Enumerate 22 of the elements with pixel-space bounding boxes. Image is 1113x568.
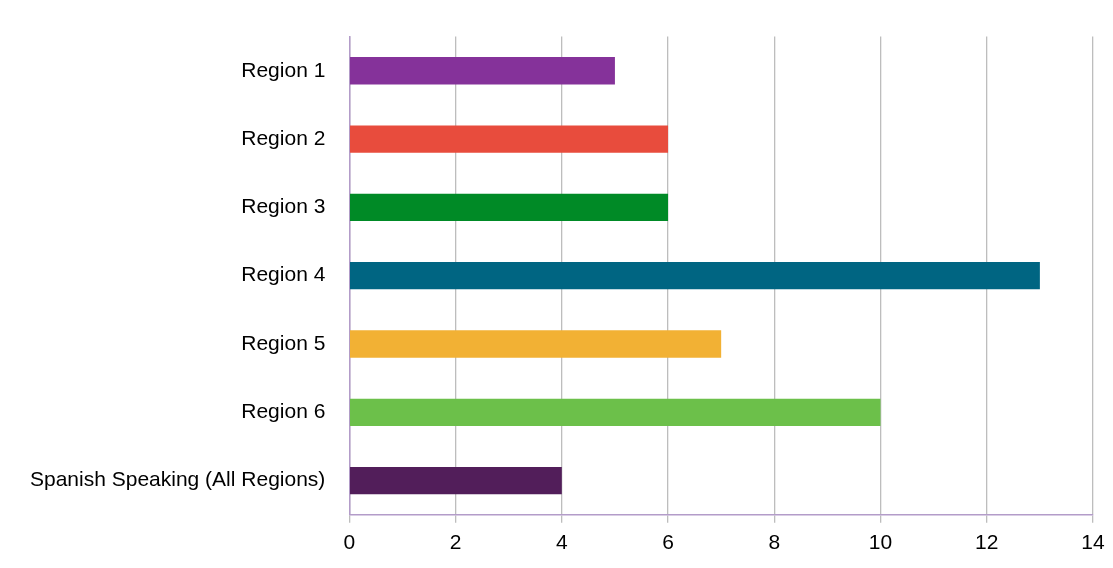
x-tick-label: 0	[343, 530, 356, 554]
x-tick-label: 8	[768, 530, 781, 554]
x-tick-label: 10	[868, 530, 893, 554]
y-tick-label: Region 6	[241, 399, 326, 423]
x-tick-label: 4	[555, 530, 568, 554]
y-tick-label: Region 5	[241, 330, 326, 354]
y-tick-label: Spanish Speaking (All Regions)	[29, 467, 326, 491]
x-tick-label: 6	[662, 530, 674, 554]
bar	[349, 125, 669, 153]
x-tick-label: 12	[975, 530, 999, 554]
y-tick-label: Region 2	[241, 125, 326, 149]
y-tick-label: Region 4	[241, 262, 326, 286]
bar	[349, 466, 562, 495]
bar	[349, 398, 881, 426]
y-tick-label: Region 3	[241, 194, 326, 218]
x-tick-label: 2	[449, 530, 462, 554]
bar	[349, 330, 722, 358]
bar	[349, 57, 615, 85]
x-tick-label: 14	[1081, 530, 1105, 554]
bar	[349, 193, 669, 222]
bar	[349, 262, 1040, 290]
y-tick-label: Region 1	[241, 57, 326, 81]
